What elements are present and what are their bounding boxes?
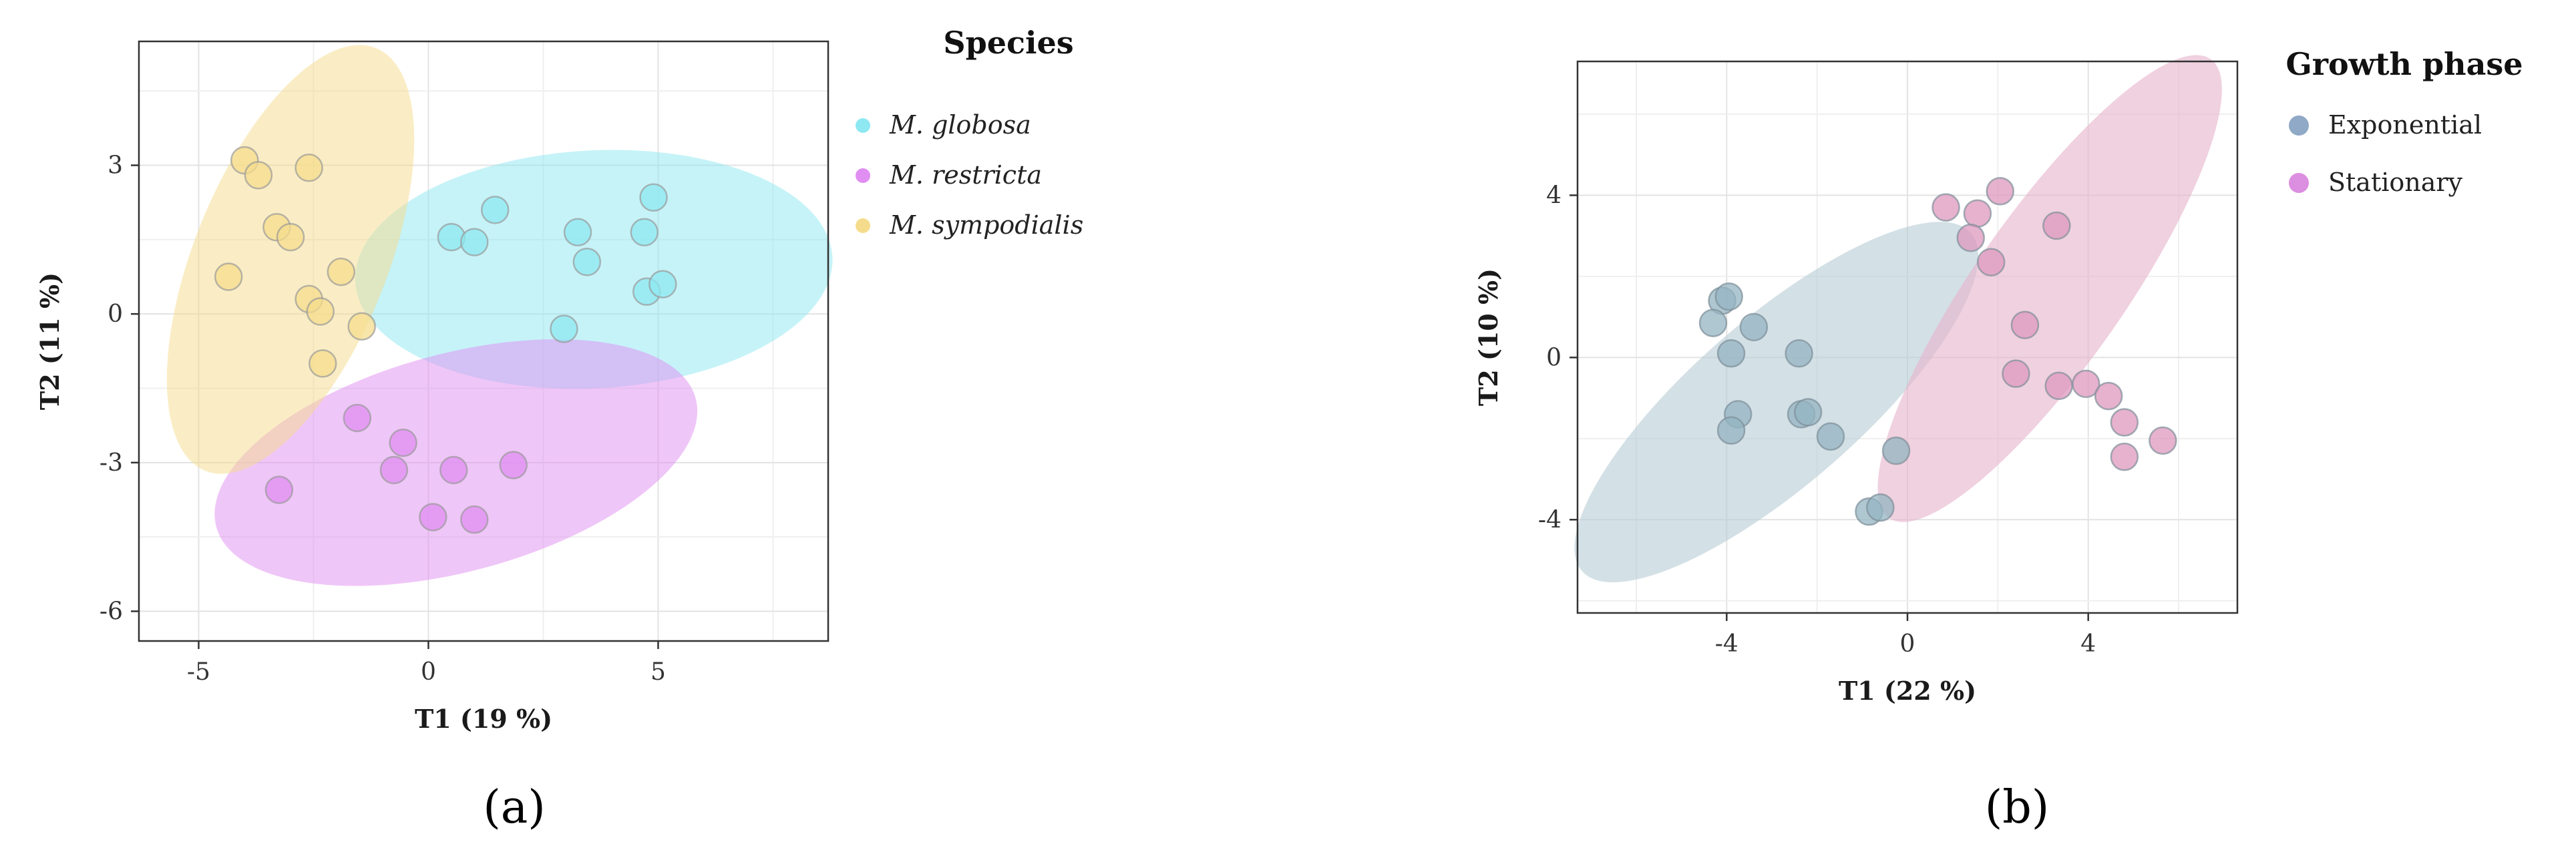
- series-0: [1698, 282, 1911, 526]
- x-tick-label: -4: [1715, 630, 1738, 658]
- data-point: [437, 222, 466, 252]
- data-point: [295, 153, 323, 182]
- data-point: [1785, 339, 1813, 368]
- data-point: [2149, 426, 2177, 455]
- data-point: [2044, 371, 2073, 401]
- data-point: [499, 451, 528, 479]
- legend: Growth phase Exponential Stationary: [2285, 46, 2523, 197]
- legend-label: M. restricta: [889, 160, 1042, 190]
- data-point: [1931, 193, 1960, 222]
- data-point: [1881, 436, 1911, 465]
- y-tick-label: -4: [1538, 506, 1561, 533]
- data-point: [1816, 422, 1845, 451]
- data-point: [1793, 398, 1823, 427]
- data-point: [343, 403, 372, 433]
- y-tick-label: 0: [108, 300, 123, 328]
- data-point: [306, 297, 335, 326]
- series-1: [1931, 177, 2177, 471]
- data-point: [1716, 339, 1746, 368]
- y-tick-label: -3: [100, 449, 123, 477]
- chart-a: -5 0 5 -6 -3 0 3 T1 (19 %) T2 (11 %) Species M. gl…: [35, 25, 1083, 734]
- legend-swatch: [856, 168, 870, 183]
- data-point: [2094, 381, 2123, 411]
- legend-label: Stationary: [2328, 168, 2463, 197]
- data-point: [2010, 310, 2040, 340]
- data-point: [389, 428, 417, 457]
- legend-label: M. sympodialis: [889, 210, 1083, 240]
- legend-title: Species: [943, 25, 1073, 61]
- data-point: [563, 218, 592, 246]
- data-point: [480, 196, 510, 224]
- confidence-ellipse-1: [1877, 55, 2222, 522]
- panel-label-a: (a): [483, 781, 546, 834]
- x-axis-title: T1 (19 %): [415, 704, 552, 734]
- data-point: [459, 505, 489, 534]
- data-point: [1963, 199, 1992, 228]
- y-tick-label: 4: [1546, 182, 1561, 209]
- data-point: [459, 228, 489, 256]
- data-point: [2042, 211, 2071, 240]
- data-point: [2072, 369, 2100, 399]
- data-point: [2110, 408, 2139, 437]
- y-tick-label: 0: [1546, 344, 1561, 371]
- data-point: [1716, 416, 1746, 445]
- legend-title: Growth phase: [2285, 46, 2523, 82]
- x-tick-label: -5: [187, 658, 210, 686]
- x-tick-label: 5: [651, 658, 666, 686]
- data-point: [379, 455, 409, 485]
- data-point: [308, 349, 337, 378]
- data-point: [1714, 282, 1743, 311]
- data-point: [439, 455, 468, 485]
- data-point: [1739, 312, 1769, 342]
- x-tick-label: 0: [1900, 630, 1915, 658]
- data-point: [1986, 177, 2014, 206]
- data-point: [1976, 248, 2006, 276]
- data-point: [1698, 308, 1728, 337]
- data-point: [347, 312, 376, 341]
- legend-swatch: [856, 218, 870, 233]
- confidence-ellipse-2: [166, 45, 415, 474]
- data-point: [1866, 493, 1895, 522]
- legend-swatch: [2289, 116, 2309, 136]
- data-point: [214, 262, 243, 291]
- legend-label: M. globosa: [889, 110, 1031, 140]
- x-tick-label: 0: [421, 658, 436, 686]
- panel-label-b: (b): [1985, 781, 2050, 834]
- data-point: [639, 183, 668, 212]
- x-axis-title: T1 (22 %): [1839, 676, 1976, 706]
- series-0: [437, 183, 677, 343]
- data-point: [572, 248, 602, 276]
- y-tick-label: -6: [100, 598, 123, 625]
- data-point: [1956, 223, 1985, 252]
- confidence-ellipse-0: [1574, 222, 1979, 583]
- legend-swatch: [856, 118, 870, 133]
- series-2: [214, 146, 376, 378]
- data-point: [630, 218, 659, 246]
- data-point: [550, 314, 578, 343]
- data-point: [264, 475, 294, 504]
- data-point: [276, 222, 305, 252]
- data-point: [244, 161, 273, 190]
- y-axis-title: T2 (10 %): [1473, 268, 1503, 406]
- legend-swatch: [2289, 173, 2309, 193]
- series-1: [264, 403, 528, 534]
- legend: Species M. globosa M. restricta M. sympodia…: [856, 25, 1083, 240]
- data-point: [2002, 359, 2030, 388]
- x-tick-label: 4: [2080, 630, 2096, 658]
- plot-frame: [138, 40, 830, 642]
- data-point: [327, 257, 355, 286]
- data-point: [649, 270, 677, 298]
- data-point: [2110, 442, 2139, 471]
- y-axis-title: T2 (11 %): [35, 272, 65, 410]
- y-tick-label: 3: [108, 152, 123, 180]
- legend-label: Exponential: [2328, 110, 2482, 140]
- data-point: [419, 503, 447, 531]
- chart-b: -4 0 4 -4 0 4 T1 (22 %) T2 (10 %) Growth phase Ex…: [1473, 46, 2523, 706]
